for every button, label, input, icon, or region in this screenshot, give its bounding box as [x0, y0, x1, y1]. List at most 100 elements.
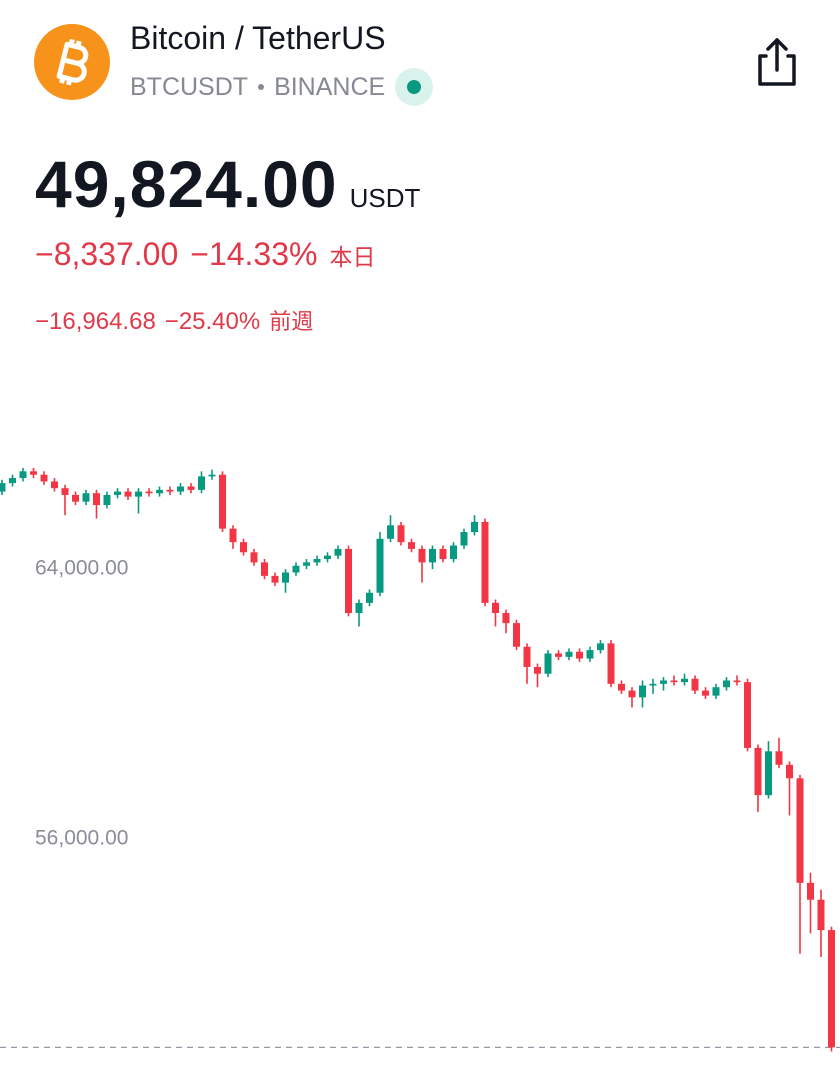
candle-body [187, 486, 195, 490]
candle-body [0, 483, 6, 492]
candle-body [135, 491, 142, 497]
price-row: 49,824.00 USDT [35, 146, 420, 222]
candle-body [366, 592, 373, 603]
candle-body [460, 532, 468, 546]
candle-body [114, 491, 121, 495]
candle-body [660, 680, 667, 684]
candle-body [30, 471, 37, 475]
candle-body [61, 488, 69, 495]
candle-body [103, 494, 111, 506]
candle-body [817, 899, 825, 931]
coin-stroke [59, 76, 66, 84]
market-status [395, 68, 434, 106]
candle-body [40, 474, 48, 482]
candle-body [229, 528, 237, 543]
candle-body [156, 489, 163, 494]
candle-body [166, 489, 174, 492]
last-price: 49,824.00 [35, 147, 338, 221]
candle-body [681, 678, 688, 683]
candle-body [544, 653, 552, 674]
week-change: −16,964.68 [35, 308, 156, 335]
candle-body [355, 602, 363, 613]
coin-stroke [68, 38, 75, 46]
candle-body [261, 562, 268, 576]
candle-body [324, 555, 331, 560]
candle-body [597, 643, 604, 651]
candle-body [282, 572, 289, 583]
week-change-row: −16,964.68 −25.40% 前週 [35, 304, 313, 336]
candle-body [408, 542, 415, 549]
day-change-pct: −14.33% [190, 236, 318, 272]
coin-icon [34, 24, 110, 100]
candle-body [271, 575, 279, 583]
day-change-row: −8,337.00 −14.33% 本日 [35, 236, 375, 273]
candle-body [19, 471, 27, 479]
coin-b [56, 41, 89, 83]
candle-body [607, 643, 615, 684]
candle-body [177, 486, 184, 492]
candle-body [670, 680, 678, 683]
separator [258, 84, 265, 90]
coin-stroke [75, 40, 82, 48]
candle-body [502, 612, 510, 624]
share-arrow-head [766, 38, 788, 51]
candle-body [513, 623, 520, 647]
candle-body [702, 690, 709, 696]
plot: 56,000.00 64,000.00 [0, 467, 840, 1052]
candle-body [628, 690, 636, 698]
candle-body [471, 521, 478, 533]
candle-body [555, 653, 562, 657]
coin-glyph [56, 38, 89, 86]
status-dot [407, 80, 422, 94]
candle-body [303, 562, 310, 566]
candle-body [313, 559, 321, 563]
candle-body [450, 545, 457, 560]
candle-body [534, 666, 541, 674]
candle-body [93, 493, 100, 506]
day-change: −8,337.00 [35, 236, 179, 272]
candle-body [796, 778, 804, 883]
candle-body [387, 525, 394, 539]
candle-body [618, 683, 625, 691]
candle-body [481, 521, 489, 603]
symbol: BTCUSDT [130, 72, 249, 101]
candle-body [51, 481, 58, 489]
candle-body [418, 548, 426, 563]
candle-body [775, 751, 783, 765]
candle-body [240, 542, 247, 553]
candle-body [145, 491, 153, 494]
y-tick-label: 56,000.00 [35, 827, 128, 850]
share-box [758, 54, 796, 86]
candle-body [639, 685, 646, 698]
candle-body [744, 682, 751, 748]
candle-body [376, 538, 384, 593]
y-tick-label: 64,000.00 [35, 557, 128, 580]
candle-body [429, 548, 436, 563]
candle-body [649, 683, 657, 686]
candle-body [198, 476, 205, 490]
candle-body [723, 680, 730, 688]
candle-body [565, 651, 573, 657]
candle-body [712, 687, 720, 696]
week-label: 前週 [269, 309, 314, 334]
candle-body [345, 548, 352, 613]
candle-body [733, 680, 741, 683]
candle-body [334, 548, 342, 556]
candle-body [9, 478, 16, 484]
symbol-subtitle: BTCUSDT BINANCE [130, 68, 434, 106]
symbol-title: Bitcoin / TetherUS [130, 20, 386, 56]
candle-body [691, 678, 699, 691]
currency: USDT [349, 183, 421, 213]
week-change-pct: −25.40% [164, 308, 261, 335]
candle-body [219, 474, 226, 529]
candle-body [828, 930, 835, 1048]
share-button[interactable] [758, 38, 796, 86]
candle-body [523, 646, 531, 667]
candle-body [754, 747, 762, 796]
candle-body [765, 751, 772, 796]
candle-body [292, 565, 300, 573]
exchange: BINANCE [274, 72, 386, 101]
candle-body [576, 651, 583, 659]
